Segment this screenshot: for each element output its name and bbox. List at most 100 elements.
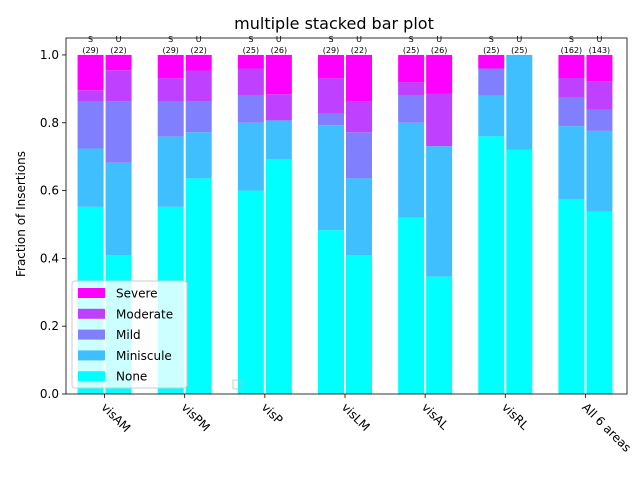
y-tick-label: 0.2 xyxy=(40,319,59,333)
bar-segment-miniscule xyxy=(77,148,104,207)
legend-label-none: None xyxy=(116,370,147,384)
legend-label-severe: Severe xyxy=(116,287,158,301)
bar-segment-moderate xyxy=(398,82,425,96)
chart-title: multiple stacked bar plot xyxy=(234,14,434,33)
bar-segment-none xyxy=(558,199,585,394)
bar-group-label: S xyxy=(409,35,414,44)
x-tick-label: visPM xyxy=(179,400,213,434)
bar-segment-mild xyxy=(478,68,505,96)
bar-count-label: (29) xyxy=(323,46,339,55)
bar-segment-miniscule xyxy=(318,125,344,231)
bar-segment-miniscule xyxy=(426,146,453,277)
bar-group-label: S xyxy=(248,35,253,44)
bar-count-label: (25) xyxy=(483,46,499,55)
legend-swatch-none xyxy=(78,371,105,382)
bar-segment-moderate xyxy=(426,93,453,147)
bar-segment-moderate xyxy=(157,78,184,102)
bar-group-label: S xyxy=(168,35,173,44)
bar-segment-mild xyxy=(318,113,344,126)
bar-count-label: (26) xyxy=(271,46,287,55)
bar-segment-miniscule xyxy=(586,130,613,212)
y-tick-label: 0.4 xyxy=(40,251,59,265)
bar-count-label: (29) xyxy=(163,46,179,55)
legend-label-moderate: Moderate xyxy=(116,307,173,321)
bar-segment-none xyxy=(346,255,372,394)
legend-box xyxy=(71,280,188,389)
bar-count-label: (22) xyxy=(110,46,126,55)
bar-segment-moderate xyxy=(318,78,344,114)
bar-group-label: U xyxy=(356,35,362,44)
bar-group-label: S xyxy=(569,35,574,44)
x-tick-label: All 6 areas xyxy=(579,400,634,455)
bar-segment-miniscule xyxy=(478,95,505,137)
bar-segment-mild xyxy=(105,101,132,163)
plot-area: S (29) U (22) visAM S (29) U (22) visPM S (25) U (26)… xyxy=(40,35,634,455)
bar-segment-miniscule xyxy=(346,178,372,256)
bar-segment-mild xyxy=(185,101,212,133)
legend-swatch-mild xyxy=(78,329,105,340)
bar-segment-miniscule xyxy=(185,132,212,179)
bar-count-label: (25) xyxy=(511,46,527,55)
bar-segment-none xyxy=(237,190,264,394)
bar-segment-moderate xyxy=(586,81,613,110)
bar-group-label: U xyxy=(436,35,442,44)
bar-segment-mild xyxy=(558,96,585,127)
bar-count-label: (143) xyxy=(589,46,611,55)
bar-group-label: U xyxy=(196,35,202,44)
y-tick-label: 0.8 xyxy=(40,116,59,130)
y-tick-label: 0.0 xyxy=(40,387,59,401)
bar-segment-severe xyxy=(586,54,613,82)
bar-segment-moderate xyxy=(346,101,372,133)
bar-segment-mild xyxy=(237,95,264,123)
bar-segment-none xyxy=(586,211,613,394)
bar-count-label: (22) xyxy=(351,46,367,55)
bar-segment-severe xyxy=(265,54,292,95)
bar-segment-miniscule xyxy=(105,162,132,256)
bar-segment-miniscule xyxy=(157,136,184,207)
bar-segment-none xyxy=(426,276,453,394)
bar-segment-none xyxy=(185,178,212,394)
bar-segment-miniscule xyxy=(398,122,425,218)
bar-group-label: U xyxy=(596,35,602,44)
x-tick-label: visP xyxy=(259,400,286,427)
bar-segment-miniscule xyxy=(558,126,585,200)
bar-group-label: U xyxy=(116,35,122,44)
bar-segment-mild xyxy=(586,109,613,131)
empty-legend-marker xyxy=(232,379,243,390)
bar-segment-severe xyxy=(398,54,425,83)
bar-segment-moderate xyxy=(105,70,132,102)
bar-segment-severe xyxy=(346,54,372,102)
bar-segment-miniscule xyxy=(237,122,264,191)
bar-segment-severe xyxy=(237,54,264,69)
bar-segment-miniscule xyxy=(265,120,292,160)
legend-label-miniscule: Miniscule xyxy=(116,349,172,363)
bar-segment-none xyxy=(318,230,344,394)
bar-group-label: U xyxy=(516,35,522,44)
x-tick-label: visAL xyxy=(419,400,451,432)
x-tick-label: visAM xyxy=(98,400,133,435)
bar-count-label: (29) xyxy=(82,46,98,55)
bar-segment-severe xyxy=(157,54,184,79)
bar-group-label: S xyxy=(88,35,93,44)
y-tick-label: 0.6 xyxy=(40,184,59,198)
legend-swatch-miniscule xyxy=(78,350,105,361)
bar-segment-mild xyxy=(398,95,425,123)
bar-segment-severe xyxy=(478,54,505,69)
bar-segment-none xyxy=(478,136,505,395)
bar-segment-severe xyxy=(105,54,132,71)
bar-segment-severe xyxy=(185,54,212,71)
bar-segment-none xyxy=(506,149,533,394)
bar-segment-severe xyxy=(318,54,344,79)
x-tick-label: visRL xyxy=(499,400,532,433)
bar-segment-moderate xyxy=(77,90,104,102)
bar-count-label: (25) xyxy=(403,46,419,55)
bar-segment-moderate xyxy=(185,70,212,102)
bar-segment-none xyxy=(398,217,425,394)
x-tick-label: visLM xyxy=(339,400,373,434)
bar-segment-none xyxy=(265,159,292,394)
bar-segment-severe xyxy=(558,54,585,79)
y-tick-label: 1.0 xyxy=(40,48,59,62)
bar-segment-severe xyxy=(77,54,104,91)
